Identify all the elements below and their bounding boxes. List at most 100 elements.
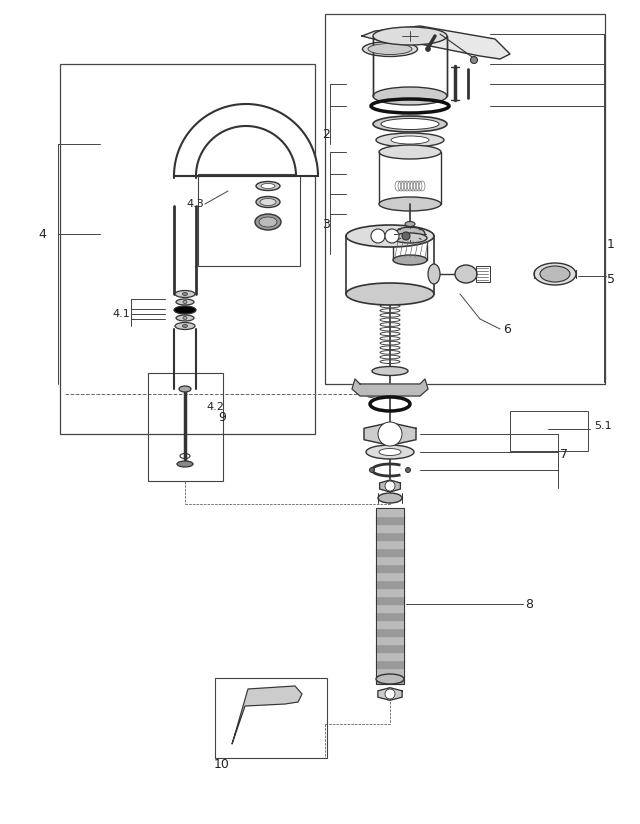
- Text: 4.2: 4.2: [206, 402, 224, 412]
- Ellipse shape: [376, 674, 404, 684]
- Polygon shape: [376, 588, 404, 596]
- Circle shape: [406, 467, 410, 472]
- Ellipse shape: [405, 222, 415, 227]
- Circle shape: [378, 422, 402, 446]
- Ellipse shape: [256, 196, 280, 208]
- Ellipse shape: [540, 266, 570, 282]
- Ellipse shape: [368, 44, 412, 54]
- Ellipse shape: [366, 445, 414, 459]
- Text: 4.3: 4.3: [186, 199, 204, 209]
- Polygon shape: [376, 652, 404, 660]
- Polygon shape: [376, 516, 404, 524]
- Bar: [148, 373, 223, 481]
- Text: 1: 1: [607, 237, 615, 250]
- Ellipse shape: [391, 136, 429, 144]
- Polygon shape: [376, 508, 404, 516]
- Ellipse shape: [373, 116, 447, 132]
- Ellipse shape: [182, 325, 188, 327]
- Ellipse shape: [346, 283, 434, 305]
- Bar: [325, 14, 605, 384]
- Bar: [198, 174, 300, 266]
- Ellipse shape: [373, 87, 447, 105]
- Polygon shape: [376, 540, 404, 548]
- Ellipse shape: [261, 184, 275, 189]
- Ellipse shape: [177, 461, 193, 467]
- Polygon shape: [380, 480, 401, 492]
- Circle shape: [385, 229, 399, 243]
- Circle shape: [369, 467, 374, 472]
- Polygon shape: [376, 620, 404, 628]
- Text: 2: 2: [322, 128, 330, 141]
- Polygon shape: [376, 660, 404, 668]
- Ellipse shape: [183, 301, 187, 303]
- Polygon shape: [362, 26, 510, 59]
- Polygon shape: [364, 423, 416, 446]
- Ellipse shape: [393, 233, 427, 243]
- Text: 6: 6: [503, 322, 511, 335]
- Polygon shape: [376, 676, 404, 684]
- Polygon shape: [376, 524, 404, 532]
- Ellipse shape: [379, 197, 441, 211]
- Ellipse shape: [534, 263, 576, 285]
- Ellipse shape: [376, 133, 444, 147]
- Text: 7: 7: [560, 447, 568, 461]
- Ellipse shape: [379, 448, 401, 456]
- Ellipse shape: [179, 386, 191, 392]
- Text: 13mm: 13mm: [248, 695, 277, 704]
- Ellipse shape: [372, 367, 408, 376]
- Polygon shape: [376, 636, 404, 644]
- Circle shape: [402, 232, 410, 240]
- Polygon shape: [174, 104, 318, 176]
- Polygon shape: [376, 580, 404, 588]
- Polygon shape: [346, 236, 434, 294]
- Bar: [376, 508, 404, 684]
- Ellipse shape: [175, 322, 195, 330]
- Bar: [215, 678, 327, 758]
- Text: 4.1: 4.1: [112, 309, 130, 319]
- Bar: [60, 64, 315, 434]
- Polygon shape: [376, 548, 404, 556]
- Ellipse shape: [395, 227, 425, 241]
- Ellipse shape: [378, 493, 402, 503]
- Text: 9: 9: [218, 410, 226, 424]
- Ellipse shape: [393, 255, 427, 265]
- Circle shape: [385, 689, 395, 699]
- Ellipse shape: [255, 214, 281, 230]
- Polygon shape: [376, 628, 404, 636]
- Ellipse shape: [176, 315, 194, 321]
- Polygon shape: [376, 532, 404, 540]
- Ellipse shape: [455, 265, 477, 283]
- Polygon shape: [376, 596, 404, 604]
- Circle shape: [371, 229, 385, 243]
- Circle shape: [385, 481, 395, 491]
- Polygon shape: [373, 36, 447, 96]
- Bar: [476, 266, 490, 282]
- Ellipse shape: [346, 225, 434, 247]
- Polygon shape: [376, 612, 404, 620]
- Ellipse shape: [176, 299, 194, 305]
- Ellipse shape: [260, 199, 276, 205]
- Ellipse shape: [362, 41, 417, 57]
- Ellipse shape: [182, 293, 188, 296]
- Circle shape: [470, 57, 477, 63]
- Polygon shape: [379, 152, 441, 204]
- Text: 5.1: 5.1: [594, 421, 612, 431]
- Ellipse shape: [379, 145, 441, 159]
- Ellipse shape: [373, 27, 447, 45]
- Polygon shape: [352, 379, 428, 396]
- Polygon shape: [232, 686, 302, 744]
- Polygon shape: [376, 604, 404, 612]
- Text: 10: 10: [214, 757, 230, 770]
- Ellipse shape: [183, 316, 187, 320]
- Text: 5: 5: [607, 273, 615, 285]
- Ellipse shape: [259, 217, 277, 227]
- Ellipse shape: [174, 306, 196, 314]
- Circle shape: [426, 46, 431, 52]
- Ellipse shape: [256, 181, 280, 190]
- Ellipse shape: [381, 119, 439, 129]
- Polygon shape: [376, 564, 404, 572]
- Text: 8: 8: [525, 597, 533, 611]
- Polygon shape: [376, 572, 404, 580]
- Polygon shape: [376, 644, 404, 652]
- Bar: [510, 411, 588, 451]
